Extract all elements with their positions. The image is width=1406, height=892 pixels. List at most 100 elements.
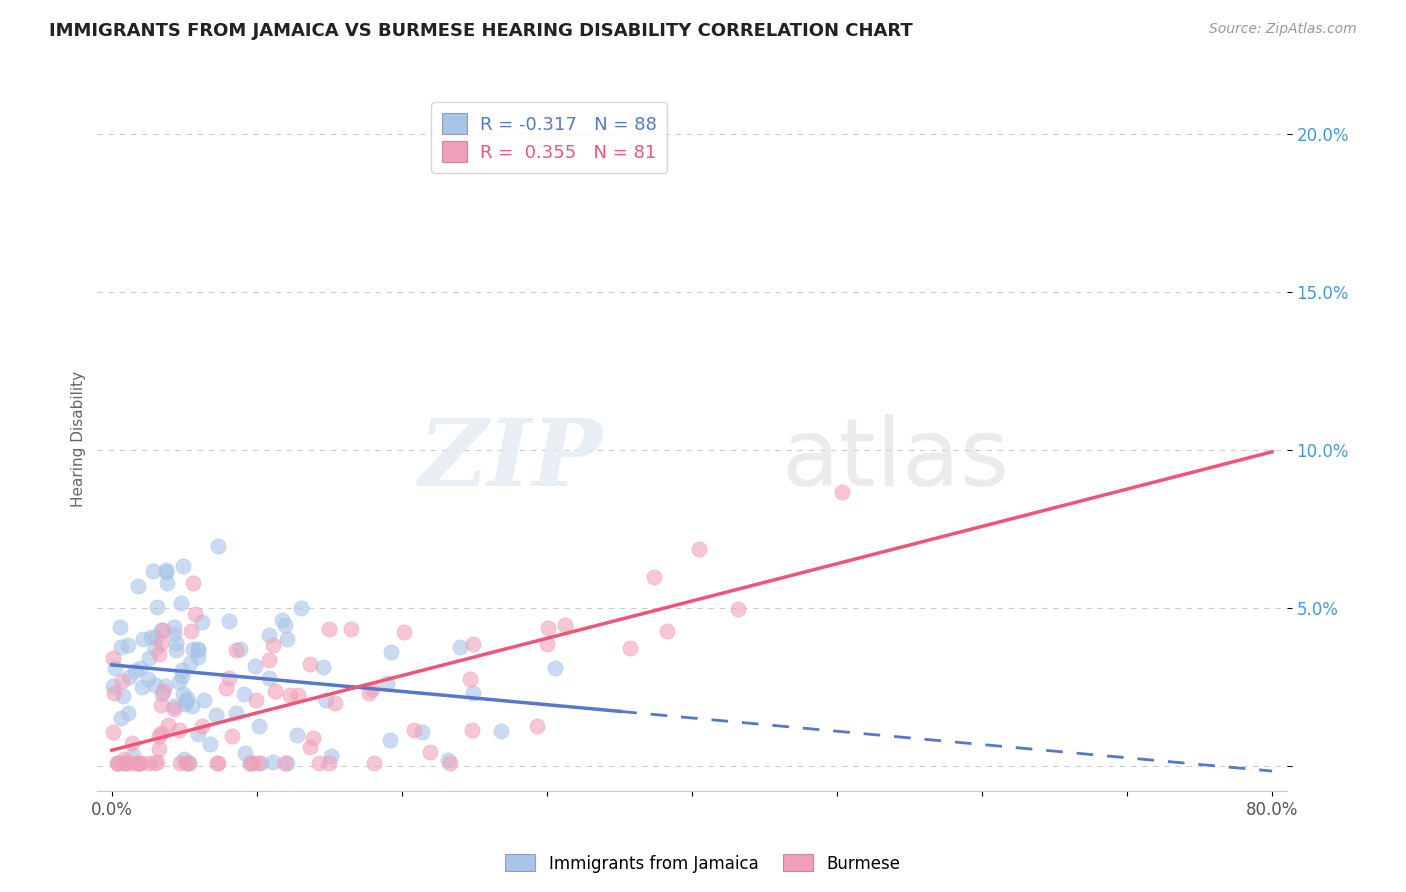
Point (187, 727, 209, 741)
Point (155, 565, 177, 579)
Point (163, 620, 186, 634)
Point (179, 656, 201, 670)
Point (117, 638, 139, 652)
Point (104, 661, 127, 675)
Point (141, 630, 163, 644)
Point (363, 756, 385, 770)
Point (107, 756, 129, 770)
Point (155, 563, 177, 577)
Point (225, 643, 247, 657)
Point (146, 599, 169, 614)
Point (170, 595, 193, 609)
Point (145, 630, 167, 644)
Point (276, 632, 298, 646)
Point (103, 651, 125, 665)
Point (359, 686, 381, 700)
Point (276, 756, 298, 770)
Point (174, 694, 197, 708)
Point (554, 618, 576, 632)
Point (308, 756, 330, 770)
Point (127, 579, 149, 593)
Point (174, 756, 197, 770)
Point (191, 719, 214, 733)
Point (149, 698, 172, 712)
Point (439, 756, 461, 770)
Point (458, 672, 481, 686)
Point (131, 680, 153, 694)
Point (537, 621, 560, 635)
Point (270, 613, 292, 627)
Point (110, 711, 132, 725)
Point (318, 623, 340, 637)
Point (128, 661, 150, 675)
Point (177, 756, 200, 770)
Text: Source: ZipAtlas.com: Source: ZipAtlas.com (1209, 22, 1357, 37)
Point (437, 752, 460, 766)
Point (143, 640, 166, 655)
Point (299, 740, 322, 755)
Point (129, 756, 152, 770)
Point (107, 756, 129, 770)
Point (162, 702, 184, 716)
Y-axis label: Hearing Disability: Hearing Disability (72, 371, 86, 507)
Point (245, 693, 267, 707)
Point (121, 748, 143, 763)
Point (138, 756, 160, 770)
Point (461, 723, 484, 738)
Point (360, 681, 382, 696)
Point (177, 756, 200, 770)
Point (323, 696, 346, 710)
Point (128, 756, 150, 770)
Point (262, 755, 284, 769)
Point (242, 756, 264, 770)
Point (378, 732, 401, 747)
Point (449, 640, 471, 655)
Point (148, 741, 170, 756)
Point (419, 745, 441, 759)
Point (218, 671, 240, 685)
Point (173, 752, 195, 766)
Point (232, 687, 254, 701)
Point (526, 718, 548, 732)
Point (169, 756, 191, 770)
Point (136, 673, 159, 687)
Point (257, 628, 280, 642)
Point (145, 755, 167, 769)
Point (214, 681, 236, 695)
Point (114, 756, 136, 770)
Point (112, 689, 135, 703)
Point (132, 632, 155, 647)
Point (221, 729, 243, 743)
Point (111, 673, 134, 688)
Text: atlas: atlas (782, 414, 1010, 506)
Point (315, 693, 337, 707)
Point (121, 736, 143, 750)
Point (543, 661, 565, 675)
Point (489, 723, 512, 738)
Point (103, 679, 125, 693)
Point (167, 723, 190, 737)
Point (392, 624, 415, 639)
Point (287, 689, 309, 703)
Point (170, 668, 193, 682)
Text: ZIP: ZIP (419, 415, 603, 505)
Point (148, 729, 170, 743)
Point (193, 693, 215, 707)
Point (108, 620, 131, 634)
Point (172, 687, 194, 701)
Point (153, 679, 176, 693)
Point (150, 687, 173, 701)
Point (280, 688, 302, 702)
Point (157, 718, 180, 732)
Point (152, 623, 174, 637)
Point (245, 659, 267, 673)
Point (187, 649, 209, 664)
Point (163, 627, 186, 641)
Point (184, 607, 207, 622)
Point (404, 723, 426, 737)
Point (167, 675, 190, 690)
Point (110, 640, 132, 654)
Point (165, 636, 187, 650)
Point (218, 614, 240, 628)
Point (536, 637, 558, 651)
